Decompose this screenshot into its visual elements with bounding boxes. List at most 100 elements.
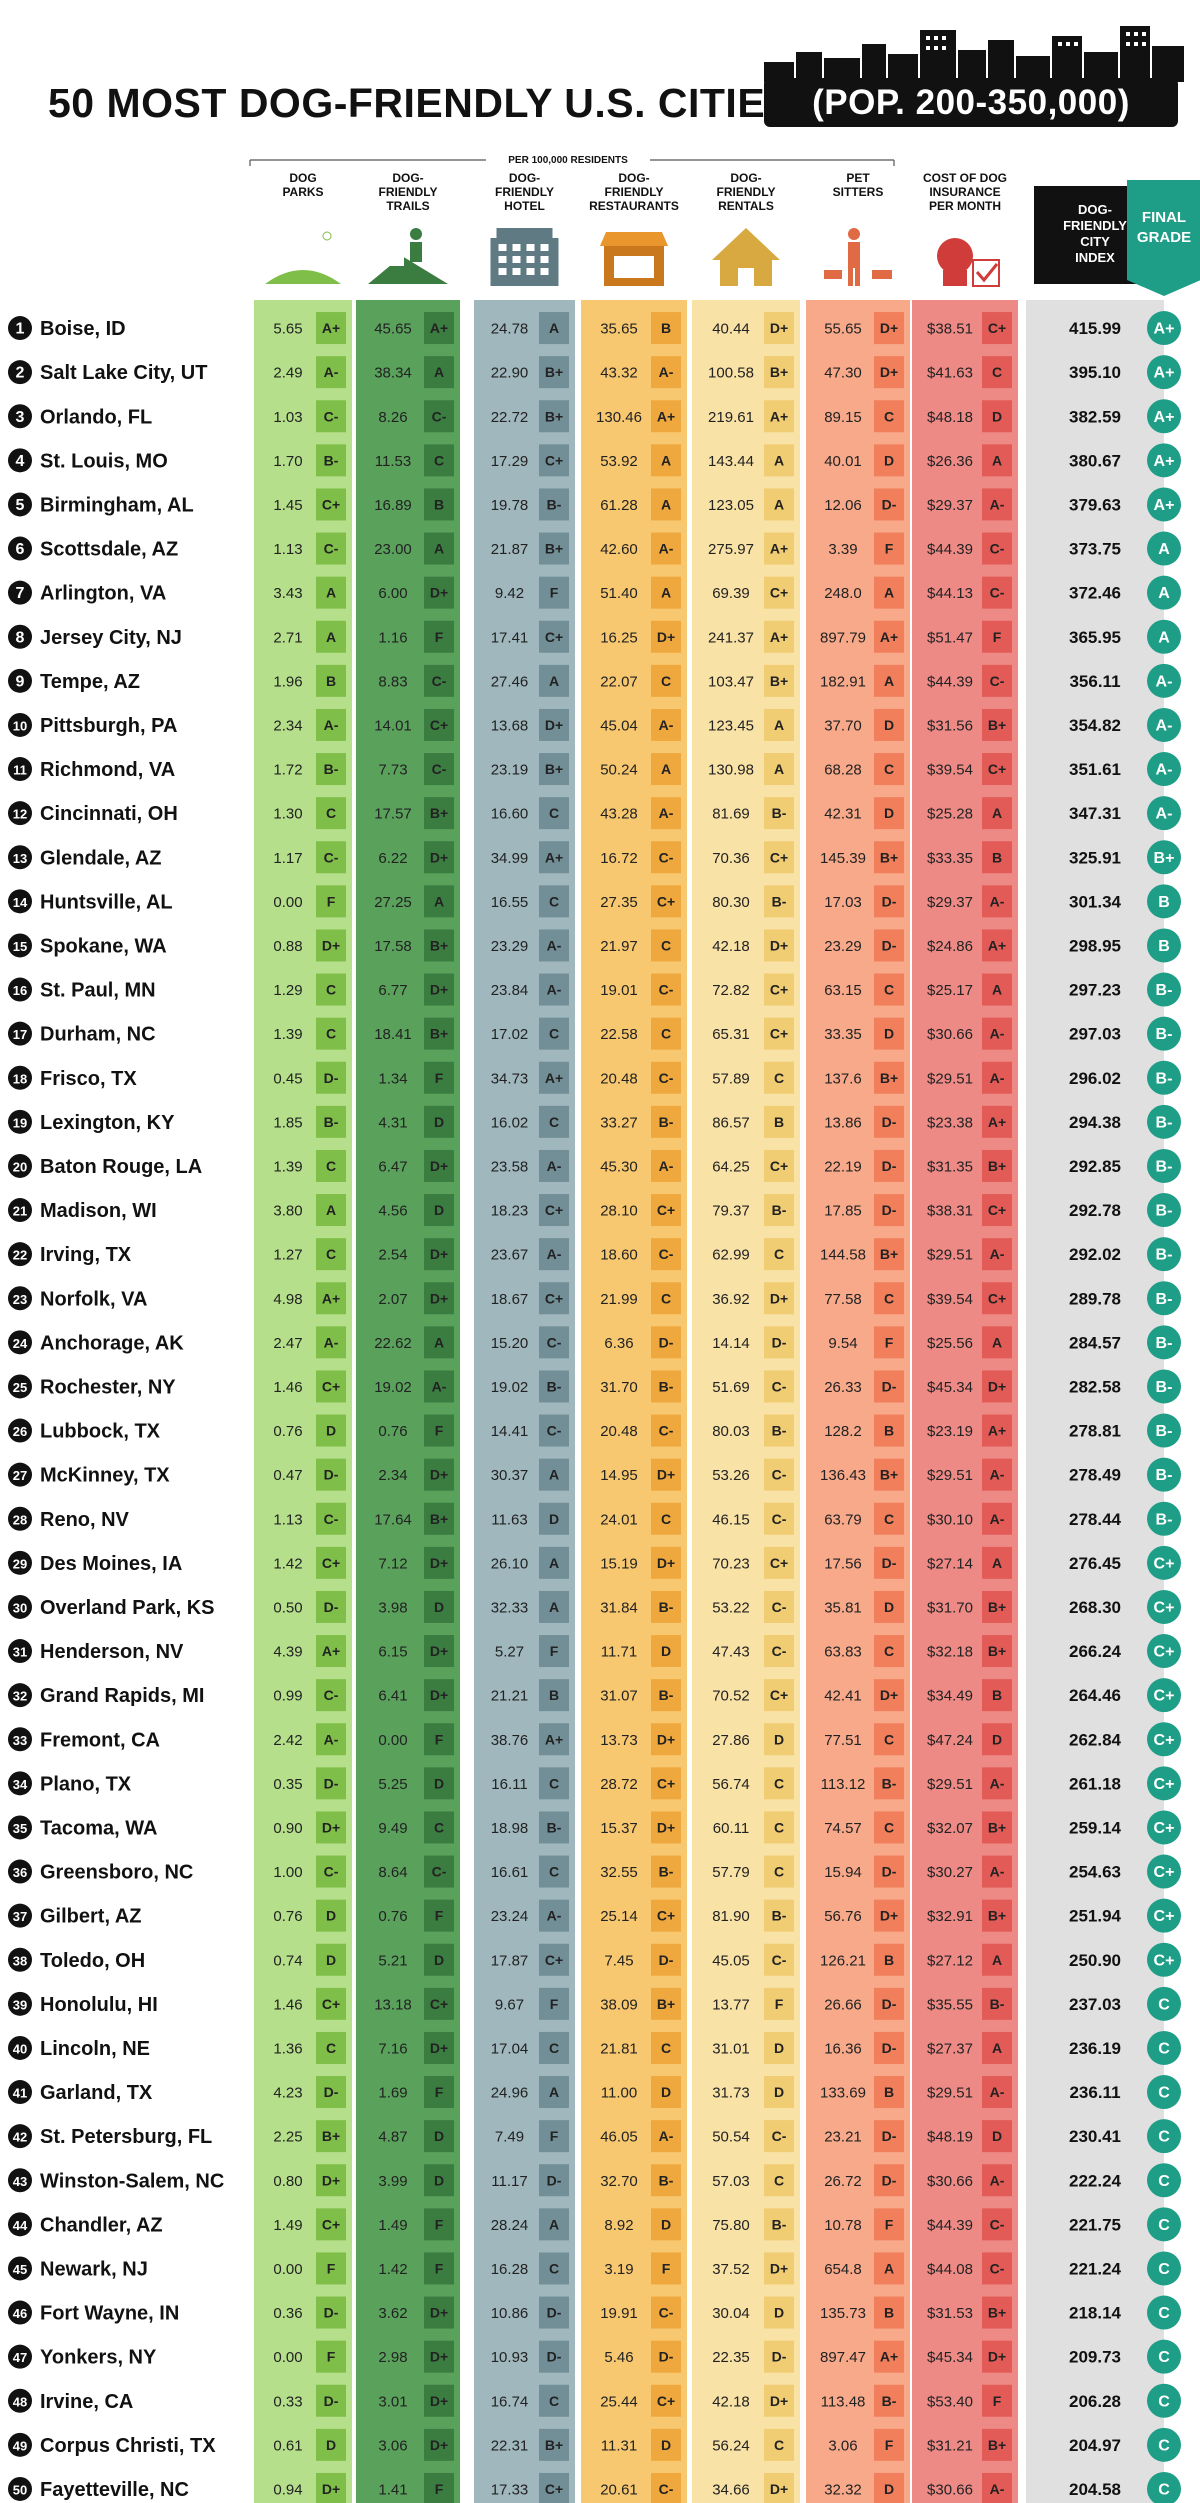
final-grade-value: A+ — [1154, 321, 1175, 338]
rank-number: 14 — [13, 895, 28, 910]
rank-number: 25 — [13, 1380, 27, 1395]
grade-hotel: B+ — [545, 408, 563, 424]
grade-cell-bg — [651, 1017, 681, 1050]
grade-insurance: A — [992, 2040, 1002, 2056]
grade-insurance: A- — [990, 1864, 1005, 1880]
value-insurance: $29.37 — [927, 497, 973, 514]
rank-badge — [8, 2388, 32, 2413]
value-rentals: 70.52 — [712, 1688, 750, 1705]
grade-cell-bg — [764, 929, 794, 962]
grade-hotel: A — [549, 2216, 559, 2232]
value-rentals: 123.45 — [708, 717, 754, 734]
grade-cell-bg — [982, 797, 1012, 830]
grade-cell-bg — [539, 973, 569, 1006]
grade-pet-sitters: A — [884, 2260, 894, 2276]
city-index-value: 278.44 — [1069, 1510, 1122, 1529]
grade-cell-bg — [539, 444, 569, 477]
grade-cell-bg — [424, 2120, 454, 2153]
city-name: Toledo, OH — [40, 1950, 145, 1972]
rank-number: 45 — [13, 2262, 27, 2277]
table-row: 16 St. Paul, MN 1.29 C 6.77 D+ 23.84 A- 19.01 C- 7… — [8, 972, 1181, 1007]
value-insurance: $44.39 — [927, 2217, 973, 2234]
grade-cell-bg — [874, 2252, 904, 2285]
city-name: Birmingham, AL — [40, 494, 194, 516]
grade-cell-bg — [651, 2252, 681, 2285]
final-grade-value: A+ — [1154, 497, 1175, 514]
grade-cell-bg — [424, 1987, 454, 2020]
final-grade-value: B- — [1156, 1379, 1173, 1396]
grade-rentals: C- — [772, 1378, 787, 1394]
grade-restaurants: B- — [659, 1114, 674, 1130]
grade-cell-bg — [316, 708, 346, 741]
grade-dog-parks: C+ — [322, 1378, 340, 1394]
table-row: 17 Durham, NC 1.39 C 18.41 B+ 17.02 C 22.58 C 65.3… — [8, 1016, 1181, 1051]
grade-cell-bg — [764, 1326, 794, 1359]
grade-rentals: B- — [772, 1423, 787, 1439]
grade-cell-bg — [424, 356, 454, 389]
value-pet-sitters: 74.57 — [824, 1820, 862, 1837]
grade-hotel: A- — [547, 982, 562, 998]
final-grade-badge — [1147, 311, 1181, 346]
value-pet-sitters: 63.79 — [824, 1511, 862, 1528]
grade-cell-bg — [651, 2164, 681, 2197]
grade-pet-sitters: C — [884, 1290, 894, 1306]
final-grade-badge — [1147, 355, 1181, 390]
grade-cell-bg — [316, 1767, 346, 1800]
grade-cell-bg — [316, 1194, 346, 1227]
grade-insurance: C+ — [988, 1290, 1006, 1306]
value-restaurants: 21.99 — [600, 1291, 638, 1308]
city-name: Chandler, AZ — [40, 2214, 163, 2236]
grade-cell-bg — [316, 1502, 346, 1535]
grade-insurance: D — [992, 1731, 1002, 1747]
grade-cell-bg — [424, 1149, 454, 1182]
grade-cell-bg — [539, 2428, 569, 2461]
final-grade-badge — [1147, 575, 1181, 610]
grade-trails: F — [435, 629, 444, 645]
value-hotel: 23.67 — [491, 1247, 529, 1264]
grade-cell-bg — [316, 1546, 346, 1579]
value-dog-parks: 0.35 — [273, 1776, 302, 1793]
column-header-restaurants: DOG- — [618, 171, 649, 185]
grade-cell-bg — [651, 2031, 681, 2064]
grade-cell-bg — [982, 356, 1012, 389]
value-rentals: 219.61 — [708, 409, 754, 426]
value-hotel: 24.78 — [491, 321, 529, 338]
grade-rentals: A+ — [770, 408, 788, 424]
value-restaurants: 16.72 — [600, 850, 638, 867]
grade-pet-sitters: C — [884, 761, 894, 777]
grade-hotel: D- — [547, 2349, 562, 2365]
value-insurance: $47.24 — [927, 1732, 973, 1749]
grade-cell-bg — [539, 1370, 569, 1403]
value-trails: 11.53 — [375, 453, 411, 470]
city-index-value: 301.34 — [1069, 892, 1122, 911]
grade-cell-bg — [764, 576, 794, 609]
grade-rentals: C- — [772, 1599, 787, 1615]
grade-cell-bg — [982, 1943, 1012, 1976]
grade-rentals: B+ — [770, 364, 788, 380]
grade-restaurants: A — [661, 496, 671, 512]
value-rentals: 57.89 — [712, 1070, 750, 1087]
rank-number: 30 — [13, 1600, 27, 1615]
grade-cell-bg — [874, 444, 904, 477]
grade-cell-bg — [764, 1987, 794, 2020]
value-trails: 18.41 — [374, 1026, 412, 1043]
grade-restaurants: A- — [659, 2128, 674, 2144]
value-dog-parks: 0.00 — [273, 2261, 302, 2278]
grade-cell-bg — [651, 1238, 681, 1271]
grade-cell-bg — [982, 2164, 1012, 2197]
value-dog-parks: 1.39 — [273, 1026, 302, 1043]
grade-insurance: A — [992, 452, 1002, 468]
value-restaurants: 32.70 — [600, 2173, 638, 2190]
grade-dog-parks: C+ — [322, 496, 340, 512]
grade-rentals: A — [774, 452, 784, 468]
city-name: Huntsville, AL — [40, 891, 173, 913]
grade-restaurants: C+ — [657, 2393, 675, 2409]
grade-cell-bg — [764, 1679, 794, 1712]
grade-cell-bg — [539, 1194, 569, 1227]
grade-cell-bg — [764, 1546, 794, 1579]
grade-cell-bg — [539, 1767, 569, 1800]
grade-cell-bg — [539, 2031, 569, 2064]
grade-dog-parks: C- — [324, 541, 339, 557]
value-insurance: $35.55 — [927, 1996, 973, 2013]
